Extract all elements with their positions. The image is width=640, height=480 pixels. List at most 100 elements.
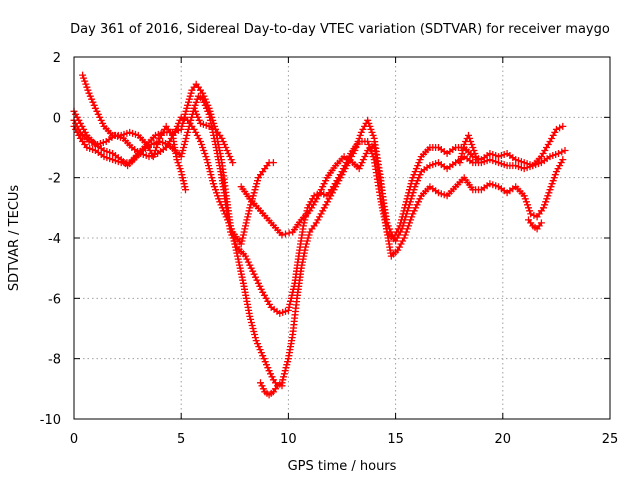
data-point [260, 355, 268, 363]
data-point [177, 113, 185, 121]
data-point [317, 210, 325, 218]
data-point [253, 276, 261, 284]
data-point [457, 156, 465, 164]
data-point [472, 153, 480, 161]
data-point [249, 267, 257, 275]
data-point [283, 361, 291, 369]
y-tick-label: 2 [53, 51, 61, 66]
data-point [72, 119, 80, 127]
data-point [205, 122, 213, 130]
x-axis-ticks: 0 5 10 15 20 25 [70, 57, 618, 447]
data-point [280, 373, 288, 381]
data-point [247, 315, 255, 323]
y-axis-ticks: 2 0 -2 -4 -6 -8 -10 [40, 51, 610, 428]
data-point [522, 198, 530, 206]
data-point [265, 367, 273, 375]
data-point [221, 141, 228, 148]
data-point [299, 222, 307, 230]
data-point [217, 201, 225, 209]
data-point [201, 150, 209, 157]
data-point [257, 379, 264, 387]
data-point [224, 216, 231, 224]
data-point [206, 168, 214, 176]
data-point [237, 240, 245, 248]
y-tick-label: 0 [53, 111, 61, 126]
data-point [221, 210, 229, 218]
data-point [180, 180, 188, 188]
data-point [551, 128, 559, 136]
data-point [406, 219, 413, 227]
data-point [159, 128, 167, 136]
data-point [282, 230, 289, 238]
x-tick-label: 0 [70, 432, 78, 447]
data-point [212, 186, 219, 194]
data-point [359, 156, 367, 164]
data-point [194, 113, 202, 121]
data-point [242, 252, 249, 260]
x-axis-label: GPS time / hours [288, 459, 397, 474]
data-point [263, 361, 270, 369]
data-point [335, 177, 343, 185]
data-point [358, 159, 366, 167]
series-group [70, 71, 569, 399]
data-point [195, 116, 203, 124]
data-point [366, 122, 374, 130]
data-point [145, 144, 152, 151]
data-point [278, 382, 286, 390]
data-point [209, 177, 217, 185]
data-point [86, 92, 94, 100]
data-point [190, 125, 198, 133]
data-point [301, 246, 309, 254]
data-point [222, 213, 230, 221]
data-point [386, 225, 394, 233]
data-point [197, 138, 204, 145]
data-point [410, 207, 418, 215]
x-tick-label: 15 [387, 432, 404, 447]
data-point [252, 337, 260, 345]
data-point [83, 83, 91, 91]
data-point [179, 177, 187, 185]
data-point [73, 122, 81, 130]
data-point [415, 174, 423, 182]
data-point [465, 131, 472, 139]
data-point [173, 122, 181, 130]
data-point [203, 156, 211, 164]
x-tick-label: 25 [602, 432, 619, 447]
data-point [548, 135, 556, 142]
data-point [330, 186, 338, 194]
data-point [215, 195, 223, 203]
data-point [406, 186, 413, 194]
data-point [416, 171, 424, 179]
data-point [242, 222, 249, 230]
data-point [225, 219, 233, 227]
data-point [184, 128, 192, 136]
data-point [317, 186, 325, 194]
data-point [220, 207, 228, 215]
data-point [207, 110, 215, 118]
data-point [179, 147, 187, 154]
data-point [202, 153, 210, 161]
data-point [192, 98, 200, 106]
data-point [201, 95, 209, 103]
data-point [305, 231, 313, 239]
data-point [411, 168, 419, 176]
data-point [322, 201, 330, 209]
data-point [172, 125, 180, 133]
data-point [559, 156, 567, 164]
data-point [398, 213, 406, 221]
data-point [186, 92, 194, 100]
y-axis-label: SDTVAR / TECUs [7, 185, 22, 292]
data-point [257, 285, 265, 293]
data-point [183, 131, 191, 139]
data-point [396, 222, 404, 230]
data-point [232, 246, 240, 254]
data-point [199, 89, 207, 97]
data-point [187, 89, 195, 97]
series-track-g [257, 379, 286, 399]
data-point [557, 159, 565, 167]
data-point [240, 228, 248, 236]
data-point [352, 144, 360, 151]
data-point [409, 210, 417, 218]
data-point [521, 195, 529, 203]
data-point [552, 168, 560, 176]
